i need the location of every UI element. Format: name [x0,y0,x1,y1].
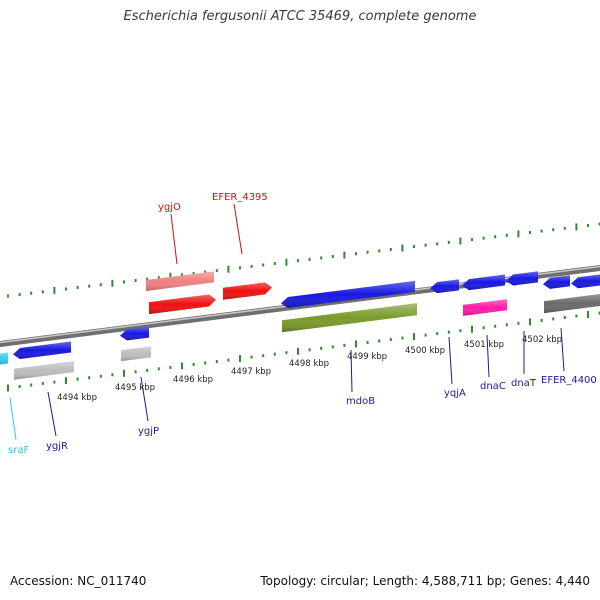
scale-label: 4498 kbp [289,359,329,369]
gene-label-ygjO[interactable]: ygjO [158,202,181,213]
map-title: Escherichia fergusonii ATCC 35469, compl… [123,9,477,24]
gene-label-sraF[interactable]: sraF [8,445,29,456]
leader-EFER_4400 [560,327,565,372]
leader-mdoB [350,349,353,393]
gene-EFER_4395-feature-shade [223,282,272,300]
gene-ygjO-light-feature-shade [146,271,214,292]
gene-dnaT-feature-shade [506,271,538,286]
gene-label-EFER_4400[interactable]: EFER_4400 [541,375,597,386]
gene-label-mdoB[interactable]: mdoB [346,396,375,407]
accession-text: Accession: NC_011740 [10,574,147,588]
scale-label: 4494 kbp [57,393,97,403]
scale-label: 4501 kbp [464,340,504,350]
scale-label: 4495 kbp [115,383,155,393]
gene-label-ygjP[interactable]: ygjP [138,426,159,437]
gene-dnaC-feature-shade [462,274,505,291]
scale-label: 4500 kbp [405,346,445,356]
gene-ygjP-feature-shade [120,326,149,341]
leader-dnaC [486,334,490,378]
leader-yqjA [448,336,453,385]
gene-ygjO-feature-shade [149,294,216,315]
gene-sraF-feature-shade [0,352,8,365]
scale-label: 4497 kbp [231,367,271,377]
gene-EFER_4400b-feature-shade [571,274,600,289]
gene-label-EFER_4395[interactable]: EFER_4395 [212,192,268,203]
gene-yqjA-feature-shade [430,279,459,294]
gene-ygjR-feature-shade [13,341,71,359]
leader-ygjP [140,376,149,422]
feature-track [0,271,600,380]
genome-summary-text: Topology: circular; Length: 4,588,711 bp… [260,574,590,588]
gene-label-yqjA[interactable]: yqjA [444,388,466,399]
gene-dnaC-trna-feature-shade [463,299,507,316]
gene-label-ygjR[interactable]: ygjR [46,441,68,452]
gene-mdoB-feature-shade [281,280,415,309]
gene-ygjP-gray-feature-shade [121,346,151,362]
label-leaders [9,203,565,441]
leader-EFER_4395 [233,203,243,255]
gene-ygjR-gray-feature-shade [14,361,74,380]
inner-scale-ring [7,311,600,392]
gene-mdoB-rrna-feature-shade [282,303,417,333]
scale-label: 4502 kbp [522,335,562,345]
scale-label: 4499 kbp [347,352,387,362]
outer-scale-ring [7,222,600,298]
gene-label-dnaT[interactable]: dnaT [511,378,537,389]
leader-ygjO [170,213,178,265]
gene-label-dnaC[interactable]: dnaC [480,381,506,392]
leader-ygjR [47,391,57,437]
gene-EFER_4400-feature-shade [543,275,570,289]
leader-sraF [9,397,17,441]
scale-label: 4496 kbp [173,375,213,385]
gene-EFER_4400-gray-feature-shade [544,293,600,314]
